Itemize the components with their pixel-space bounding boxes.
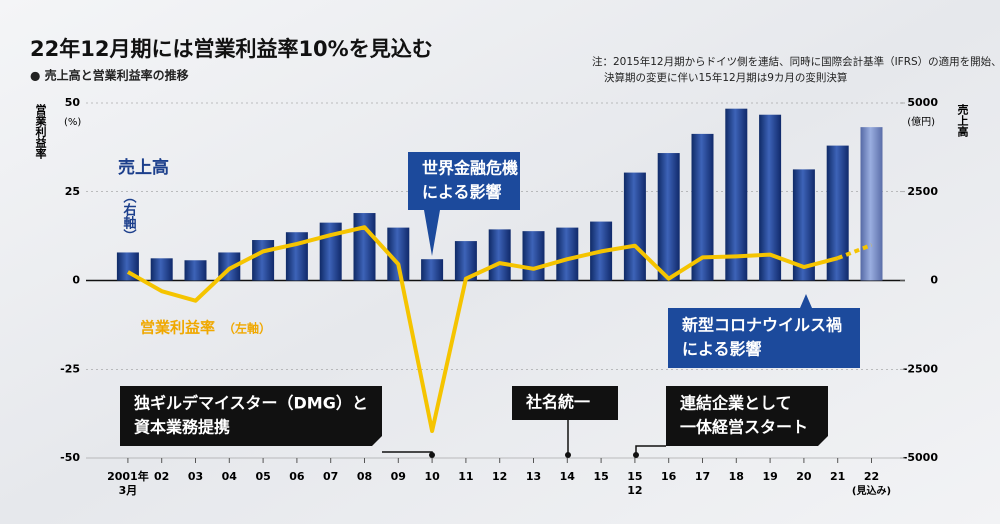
x-tick-label: (見込み) (852, 484, 891, 497)
y2-tick-label: -2500 (903, 362, 939, 375)
x-tick-label: 19 (762, 470, 777, 483)
callout-box (666, 386, 828, 446)
x-tick-label: 18 (729, 470, 744, 483)
annotation: 世界金融危機 (422, 159, 518, 178)
bar (454, 241, 477, 281)
x-tick-label: 06 (289, 470, 305, 483)
bar (353, 213, 376, 281)
bar (252, 240, 275, 281)
subtitle: ● 売上高と営業利益率の推移 (30, 68, 189, 83)
x-tick-label: 2001年 (107, 469, 149, 483)
forecast-line (836, 243, 873, 260)
series-label: 営業利益率 (140, 319, 215, 337)
x-tick-label: 20 (796, 470, 812, 483)
bar (860, 127, 883, 281)
bar (826, 145, 849, 281)
y2-tick-label: 0 (930, 274, 938, 287)
x-tick-label: 05 (255, 470, 270, 483)
bar (387, 227, 410, 281)
y-tick-label: -50 (60, 451, 80, 464)
connector-dot (565, 452, 571, 458)
x-tick-label: 08 (357, 470, 372, 483)
x-tick-label: 3月 (119, 484, 138, 497)
y-tick-label: 50 (65, 96, 81, 109)
x-tick-label: 04 (222, 470, 238, 483)
annotation: による影響 (682, 340, 762, 359)
bar (691, 133, 714, 281)
x-tick-label: 17 (695, 470, 710, 483)
bar (285, 232, 308, 281)
annotation: 新型コロナウイルス禍 (682, 316, 842, 335)
bar (421, 259, 444, 281)
annotation: による影響 (422, 183, 502, 202)
y-unit: (%) (64, 117, 81, 128)
callout-box (120, 386, 382, 446)
bar (623, 172, 646, 281)
x-tick-label: 22 (864, 470, 879, 483)
x-tick-label: 10 (424, 470, 440, 483)
x-tick-label: 14 (560, 470, 576, 483)
callout-box (668, 294, 860, 368)
line (126, 225, 839, 434)
x-tick-label: 12 (492, 470, 507, 483)
x-tick-label: 03 (188, 470, 203, 483)
x-tick-label: 21 (830, 470, 845, 483)
x-tick-label: 09 (391, 470, 406, 483)
y-tick-label: 0 (72, 274, 80, 287)
series-label: 売上高 (118, 157, 169, 178)
note: 注：2015年12月期からドイツ側を連結、同時に国際会計基準（IFRS）の適用を… (592, 55, 1000, 68)
x-tick-label: 11 (458, 470, 473, 483)
annotation: 社名統一 (525, 393, 590, 412)
x-tick-label: 15 (593, 470, 608, 483)
y-tick-label: 25 (65, 185, 80, 198)
x-tick-label: 12 (627, 484, 642, 497)
y2-tick-label: 5000 (907, 96, 938, 109)
bar (488, 229, 511, 281)
y2-unit: (億円) (907, 115, 935, 128)
annotation: 連結企業として (680, 394, 792, 413)
bar (184, 260, 207, 281)
annotation: 一体経営スタート (680, 418, 808, 437)
bar (522, 231, 545, 281)
connector-dot (429, 452, 435, 458)
bar (792, 169, 815, 281)
y2-tick-label: 2500 (907, 185, 938, 198)
chart-title: 22年12月期には営業利益率10%を見込む (30, 37, 433, 61)
x-tick-label: 13 (526, 470, 541, 483)
bar (657, 153, 680, 281)
annotation: 独ギルデマイスター（DMG）と (134, 394, 368, 413)
x-tick-label: 16 (661, 470, 677, 483)
note: 決算期の変更に伴い15年12月期は9カ月の変則決算 (604, 71, 847, 84)
x-tick-label: 15 (627, 470, 642, 483)
connector-dot (633, 452, 639, 458)
x-tick-label: 07 (323, 470, 338, 483)
y-axis-label: 営業利益率 (34, 103, 48, 160)
annotation: 資本業務提携 (134, 418, 230, 437)
series-label: （右軸） (121, 190, 138, 242)
bar (759, 114, 782, 281)
x-tick-label: 02 (154, 470, 169, 483)
y2-axis-label: 売上高 (956, 103, 969, 138)
callout-box (512, 386, 618, 420)
bar (150, 258, 173, 281)
callout-box (408, 152, 520, 256)
bar (556, 227, 579, 281)
y2-tick-label: -5000 (903, 451, 939, 464)
bar (725, 108, 748, 281)
series-label: （左軸） (223, 321, 271, 336)
y-tick-label: -25 (60, 362, 80, 375)
